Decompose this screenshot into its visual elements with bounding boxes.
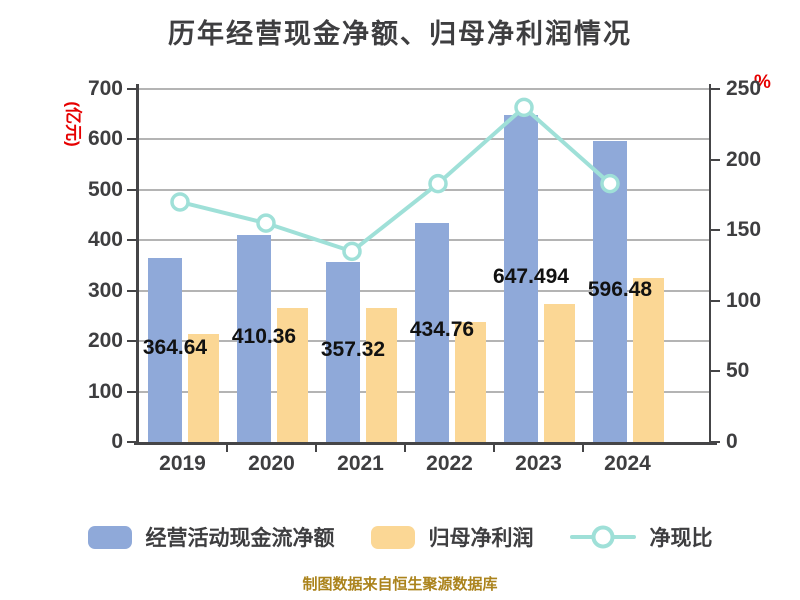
legend-item-operating-cash: 经营活动现金流净额: [87, 522, 335, 552]
y-axis-tick-label-right: 100: [726, 288, 762, 312]
bar-value-label: 410.36: [231, 324, 297, 348]
y-axis-right-line: [708, 84, 711, 444]
x-axis-label: 2019: [159, 452, 206, 475]
y-axis-tick-right: [710, 229, 720, 232]
circle-marker-swatch: [591, 525, 614, 549]
y-axis-tick-left: [127, 340, 138, 343]
x-axis-label: 2022: [426, 452, 473, 475]
y-axis-tick-left: [127, 390, 138, 393]
bar-net-profit: [366, 308, 397, 442]
bar-value-label: 357.32: [320, 337, 386, 361]
y-axis-left-line: [136, 84, 139, 444]
y-axis-tick-label-left: 0: [111, 430, 123, 453]
bar-value-label: 647.494: [493, 264, 569, 288]
y-axis-tick-left: [127, 188, 138, 191]
x-axis-label: 2024: [604, 452, 651, 475]
bar-operating-cash: [148, 258, 182, 442]
x-axis-tick: [404, 444, 406, 452]
y-axis-tick-left: [127, 441, 138, 443]
y-axis-tick-label-right: 0: [726, 430, 738, 453]
legend-label-net-profit: 归母净利润: [428, 527, 534, 550]
legend-item-net-cash-ratio: 净现比: [569, 522, 713, 552]
y-axis-tick-right: [710, 299, 720, 302]
y-axis-tick-left: [127, 88, 138, 90]
blue-bar-swatch-icon: [87, 525, 132, 549]
bar-net-profit: [633, 277, 664, 442]
y-axis-tick-left: [127, 239, 138, 242]
y-axis-tick-label-right: 150: [726, 218, 762, 242]
orange-bar-swatch-icon: [370, 525, 415, 549]
bar-value-label: 434.76: [409, 318, 475, 342]
bar-value-label: 596.48: [587, 277, 653, 301]
chart-title: 历年经营现金净额、归母净利润情况: [168, 19, 632, 49]
bar-net-profit: [455, 321, 486, 442]
legend-item-net-profit: 归母净利润: [370, 522, 534, 552]
legend-label-operating-cash: 经营活动现金流净额: [145, 527, 335, 550]
bar-operating-cash: [326, 261, 360, 442]
gridline: [139, 138, 709, 141]
bar-value-label: 364.64: [142, 336, 208, 360]
x-axis-label: 2021: [337, 452, 384, 475]
bar-operating-cash: [415, 222, 449, 442]
x-axis-line: [134, 442, 717, 445]
legend-label-net-cash-ratio: 净现比: [649, 527, 713, 550]
x-axis-tick: [315, 444, 317, 452]
y-axis-tick-label-left: 200: [87, 329, 123, 353]
y-axis-tick-label-right: 200: [726, 147, 762, 171]
x-axis-tick: [493, 444, 495, 452]
x-axis-tick: [226, 444, 228, 452]
y-axis-tick-label-left: 400: [87, 228, 123, 252]
y-axis-tick-left: [127, 138, 138, 141]
bar-net-profit: [277, 308, 308, 442]
x-axis-label: 2020: [248, 452, 295, 475]
y-axis-tick-label-left: 500: [87, 177, 123, 201]
y-axis-tick-right: [710, 441, 720, 443]
y-axis-tick-label-right: 250: [726, 77, 762, 100]
x-axis-tick: [582, 444, 584, 452]
right-axis-unit-label: %: [754, 72, 771, 93]
bar-net-profit: [188, 334, 219, 442]
y-axis-tick-label-right: 50: [726, 359, 750, 383]
y-axis-tick-right: [710, 370, 720, 373]
y-axis-tick-label-left: 300: [87, 278, 123, 302]
y-axis-tick-label-left: 100: [87, 379, 123, 403]
y-axis-tick-label-left: 700: [87, 77, 123, 100]
x-axis-label: 2023: [515, 452, 562, 475]
legend: 经营活动现金流净额 归母净利润 净现比: [0, 516, 800, 558]
y-axis-tick-right: [710, 88, 720, 90]
data-source-note: 制图数据来自恒生聚源数据库: [302, 576, 498, 593]
line-marker-swatch-icon: [569, 525, 636, 549]
y-axis-tick-left: [127, 289, 138, 292]
bar-net-profit: [544, 304, 575, 442]
y-axis-tick-label-left: 600: [87, 127, 123, 151]
bar-operating-cash: [237, 235, 271, 442]
y-axis-tick-right: [710, 158, 720, 161]
gridline: [139, 88, 709, 90]
